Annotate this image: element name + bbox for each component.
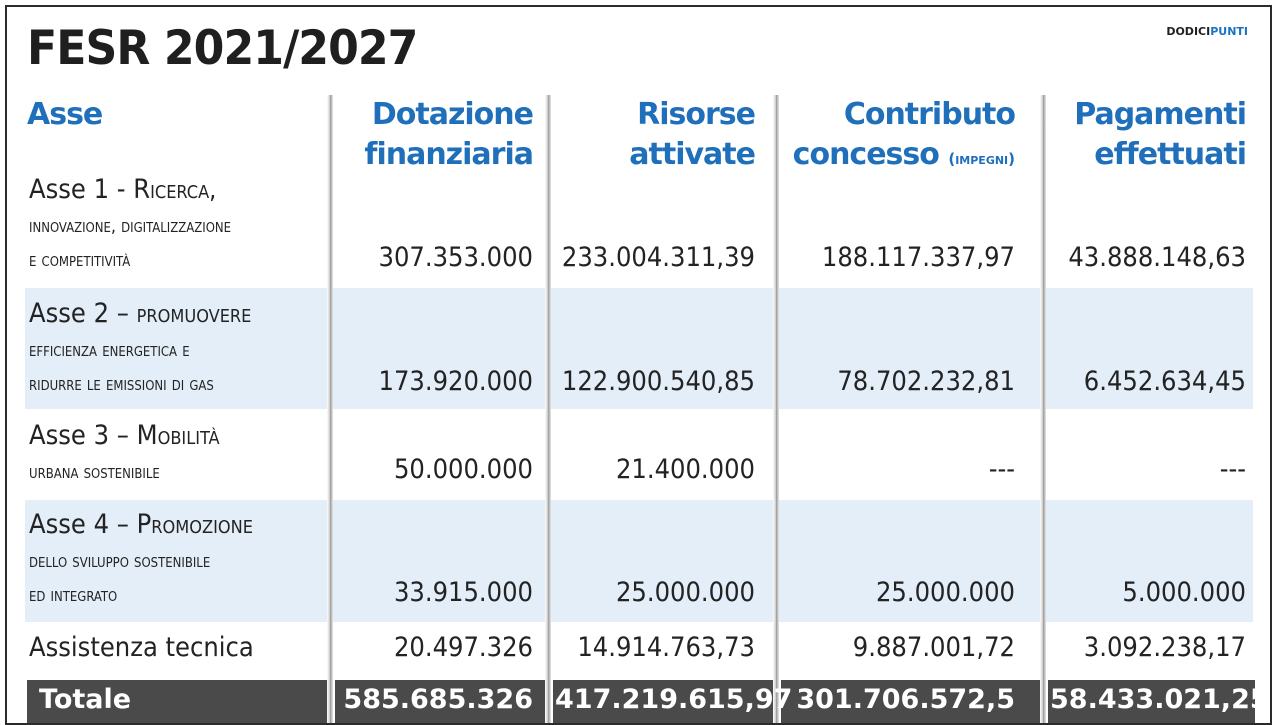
cell-contributo: 188.117.337,97 — [821, 242, 1015, 273]
row-label-line: ridurre le emissioni di gas — [29, 374, 214, 395]
cell-risorse: 14.914.763,73 — [577, 632, 755, 663]
row-label-lead: Asse 3 – — [29, 420, 137, 451]
row-label-lead: Assistenza tecnica — [29, 632, 254, 663]
cell-dotazione: 50.000.000 — [393, 454, 533, 485]
row-label-line: Asse 1 - Ricerca, — [29, 173, 329, 210]
header-pagamenti-line2: effettuati — [1094, 137, 1247, 172]
row-label: Asse 1 - Ricerca, innovazione, digitalizz… — [29, 173, 329, 278]
row-label-rest: promuovere — [136, 299, 252, 328]
row-label-lead: Asse 2 – — [29, 298, 137, 329]
column-separator — [1040, 95, 1046, 723]
header-dotazione-line1: Dotazione — [371, 97, 534, 132]
row-band-2 — [25, 288, 1253, 409]
cell-contributo: 25.000.000 — [875, 577, 1015, 608]
row-label-line: Assistenza tecnica — [29, 631, 329, 668]
cell-risorse: 233.004.311,39 — [561, 242, 755, 273]
column-separator — [773, 95, 779, 723]
row-label-lead: Asse 1 - — [29, 174, 134, 205]
cell-contributo: 9.887.001,72 — [852, 632, 1015, 663]
row-label-line: Asse 3 – Mobilità — [29, 419, 329, 456]
row-label-line: ed integrato — [29, 585, 118, 606]
header-asse: Asse — [27, 95, 103, 135]
column-separator — [327, 95, 333, 723]
row-label-line: efficienza energetica e — [29, 340, 190, 361]
cell-pagamenti: 6.452.634,45 — [1083, 366, 1246, 397]
header-dotazione: Dotazione finanziaria — [337, 95, 534, 175]
row-label: Asse 3 – Mobilità urbana sostenibile — [29, 419, 329, 490]
brand-part-1: DODICI — [1166, 25, 1211, 38]
cell-risorse: 25.000.000 — [615, 577, 755, 608]
row-label-lead: Asse 4 – — [29, 509, 137, 540]
total-value-dotazione: 585.685.326 — [343, 684, 533, 715]
brand-part-2: PUNTI — [1210, 25, 1248, 38]
cell-risorse: 21.400.000 — [615, 454, 755, 485]
total-value-risorse: 417.219.615,97 — [555, 684, 793, 715]
cell-pagamenti: 5.000.000 — [1122, 577, 1246, 608]
cell-risorse: 122.900.540,85 — [561, 366, 755, 397]
row-label-line: dello sviluppo sostenibile — [29, 551, 211, 572]
header-asse-label: Asse — [27, 97, 103, 132]
total-value-contributo: 301.706.572,5 — [796, 684, 1015, 715]
row-label-line: urbana sostenibile — [29, 462, 160, 483]
header-pagamenti-line1: Pagamenti — [1074, 97, 1247, 132]
row-label-first: P — [136, 509, 152, 540]
brand-logo: DODICIPUNTI — [1166, 25, 1248, 38]
row-label-rest: icerca, — [150, 175, 217, 204]
cell-contributo: --- — [988, 454, 1015, 485]
page-title: FESR 2021/2027 — [27, 21, 418, 76]
column-separator — [545, 95, 551, 723]
header-risorse: Risorse attivate — [555, 95, 756, 175]
header-contributo-line2: concesso — [792, 137, 940, 172]
row-label-rest: obilità — [157, 421, 220, 450]
row-label-rest: romozione — [151, 510, 253, 539]
header-contributo-note: (impegni) — [948, 150, 1015, 168]
total-label: Totale — [39, 684, 132, 715]
row-label-line: Asse 4 – Promozione — [29, 508, 329, 545]
cell-pagamenti: --- — [1219, 454, 1246, 485]
row-label-line: innovazione, digitalizzazione — [29, 216, 232, 237]
row-label: Asse 4 – Promozione dello sviluppo sosten… — [29, 508, 329, 613]
row-band-4 — [25, 500, 1253, 622]
total-value-pagamenti: 58.433.021,25 — [1050, 684, 1269, 715]
row-label-first: R — [133, 174, 151, 205]
infographic-frame: FESR 2021/2027 DODICIPUNTI Asse Dotazion… — [5, 5, 1272, 725]
cell-dotazione: 33.915.000 — [393, 577, 533, 608]
header-pagamenti: Pagamenti effettuati — [1050, 95, 1247, 175]
cell-contributo: 78.702.232,81 — [837, 366, 1015, 397]
header-risorse-line1: Risorse — [637, 97, 756, 132]
row-label-line: e competitività — [29, 250, 131, 271]
cell-pagamenti: 3.092.238,17 — [1083, 632, 1246, 663]
row-label: Asse 2 – promuovere efficienza energetica… — [29, 297, 329, 402]
cell-pagamenti: 43.888.148,63 — [1068, 242, 1246, 273]
header-dotazione-line2: finanziaria — [364, 137, 534, 172]
row-label-first: M — [136, 420, 158, 451]
cell-dotazione: 307.353.000 — [378, 242, 534, 273]
row-label-line: Asse 2 – promuovere — [29, 297, 329, 334]
cell-dotazione: 173.920.000 — [378, 366, 534, 397]
header-contributo-line1: Contributo — [843, 97, 1016, 132]
row-label: Assistenza tecnica — [29, 631, 329, 668]
header-contributo: Contributo concesso (impegni) — [783, 95, 1016, 179]
cell-dotazione: 20.497.326 — [393, 632, 533, 663]
header-risorse-line2: attivate — [629, 137, 756, 172]
